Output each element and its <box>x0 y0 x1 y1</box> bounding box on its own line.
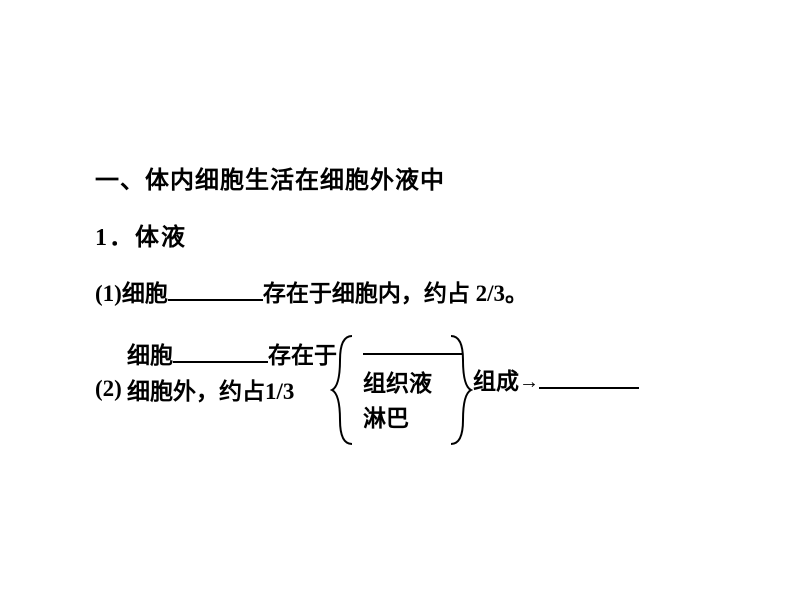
item-2: 细胞存在于 细胞外，约占1/3 (2) 组织液 淋巴 组成→ <box>95 338 745 458</box>
item-2-left-1a: 细胞 <box>127 343 173 368</box>
page-content: 一、体内细胞生活在细胞外液中 1．体液 (1)细胞存在于细胞内，约占 2/3。 … <box>95 160 745 458</box>
left-curly-brace-icon <box>330 332 358 448</box>
right-curly-brace-icon <box>445 332 473 448</box>
item-1-prefix: (1)细胞 <box>95 281 168 306</box>
item-2-left-line-1: 细胞 存在于 <box>127 338 337 374</box>
arrow-right-icon: → <box>519 371 539 394</box>
fill-blank-1 <box>168 278 263 301</box>
item-2-right-column: 组成→ <box>473 362 639 396</box>
item-1-suffix: 存在于细胞内，约占 2/3。 <box>263 281 528 306</box>
fill-blank-2 <box>173 340 268 363</box>
item-2-left-line-2: 细胞外，约占1/3 <box>127 374 337 410</box>
item-2-prefix: (2) <box>95 376 122 402</box>
item-2-right-label: 组成 <box>473 369 519 394</box>
item-2-left-column: 细胞 存在于 细胞外，约占1/3 <box>95 338 337 409</box>
fill-blank-4 <box>539 366 639 389</box>
item-2-left-1b: 存在于 <box>268 343 337 368</box>
section-heading: 一、体内细胞生活在细胞外液中 <box>95 160 745 195</box>
subsection-heading: 1．体液 <box>95 217 745 252</box>
item-1: (1)细胞 存在于细胞内，约占 2/3。 <box>95 274 745 308</box>
